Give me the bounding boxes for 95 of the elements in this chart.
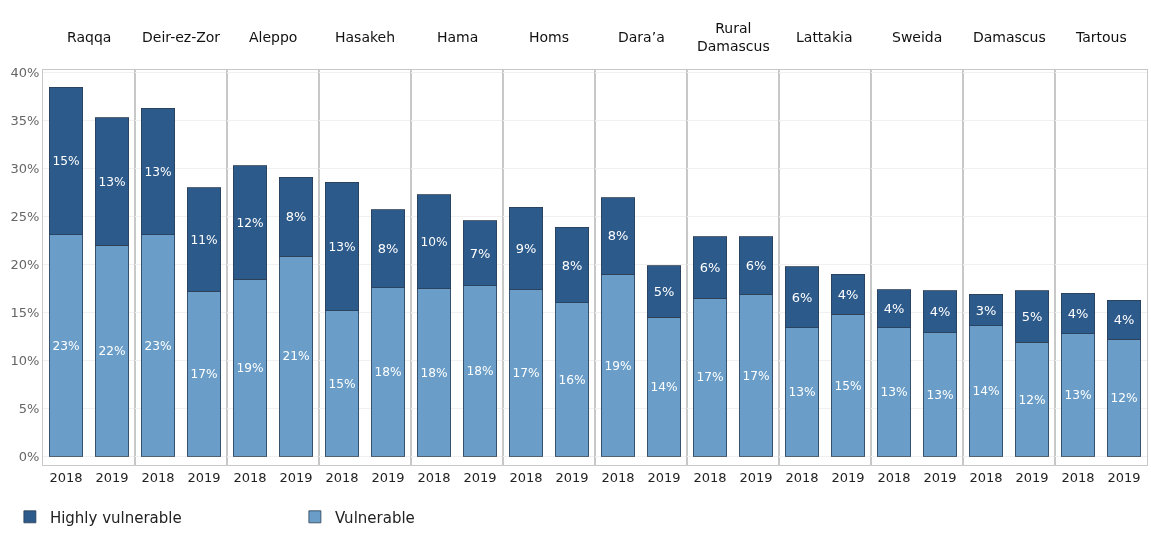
- legend-label: Vulnerable: [334, 508, 415, 527]
- x-tick-label: 2019: [371, 469, 405, 485]
- data-label: 12%: [1018, 392, 1046, 407]
- x-tick-label: 2019: [463, 469, 497, 485]
- x-tick-label: 2019: [555, 469, 589, 485]
- y-tick-label: 25%: [10, 209, 40, 225]
- data-label: 10%: [420, 234, 448, 249]
- y-tick-label: 20%: [10, 257, 40, 273]
- data-label: 4%: [1067, 306, 1089, 322]
- chart-title: Homs: [529, 29, 570, 45]
- y-tick-label: 15%: [10, 305, 40, 321]
- chart-title: Lattakia: [796, 29, 853, 45]
- data-label: 13%: [144, 164, 172, 179]
- data-label: 17%: [512, 366, 540, 381]
- legend-label: Highly vulnerable: [49, 508, 182, 527]
- x-tick-label: 2018: [877, 469, 911, 485]
- data-label: 23%: [144, 338, 172, 353]
- data-label: 5%: [653, 283, 675, 299]
- x-tick-label: 2019: [187, 469, 221, 485]
- chart-title: Sweida: [892, 29, 943, 45]
- data-label: 4%: [929, 304, 951, 320]
- chart-title: Raqqa: [67, 29, 112, 45]
- data-label: 18%: [466, 364, 494, 379]
- data-label: 15%: [52, 154, 80, 169]
- x-tick-label: 2019: [1015, 469, 1049, 485]
- y-tick-label: 40%: [10, 65, 40, 81]
- y-tick-label: 10%: [10, 353, 40, 369]
- x-tick-label: 2019: [1107, 469, 1141, 485]
- data-label: 6%: [791, 289, 813, 305]
- data-label: 19%: [604, 358, 632, 373]
- chart-title: Hama: [437, 29, 479, 45]
- data-label: 22%: [98, 344, 126, 359]
- chart-title: Deir-ez-Zor: [142, 29, 221, 45]
- data-label: 18%: [374, 365, 402, 380]
- chart-title: Dara’a: [618, 29, 665, 45]
- chart-title: Rural Damascus: [697, 20, 770, 55]
- data-label: 13%: [926, 387, 954, 402]
- data-label: 18%: [420, 365, 448, 380]
- data-label: 14%: [650, 380, 678, 395]
- data-label: 8%: [285, 209, 307, 225]
- x-tick-label: 2018: [49, 469, 83, 485]
- data-label: 8%: [607, 228, 629, 244]
- x-tick-label: 2018: [233, 469, 267, 485]
- data-label: 4%: [837, 286, 859, 302]
- data-label: 23%: [52, 338, 80, 353]
- data-label: 7%: [469, 245, 491, 261]
- data-label: 13%: [328, 239, 356, 254]
- data-label: 16%: [558, 372, 586, 387]
- chart-title: Damascus: [973, 29, 1046, 45]
- chart-title: Tartous: [1075, 29, 1127, 45]
- x-tick-label: 2019: [831, 469, 865, 485]
- x-tick-label: 2018: [785, 469, 819, 485]
- data-label: 12%: [236, 215, 264, 230]
- x-tick-label: 2019: [739, 469, 773, 485]
- x-tick-label: 2018: [601, 469, 635, 485]
- data-label: 17%: [696, 370, 724, 385]
- data-label: 6%: [699, 260, 721, 275]
- data-label: 5%: [1021, 308, 1043, 324]
- y-tick-label: 0%: [18, 448, 40, 464]
- x-tick-label: 2018: [969, 469, 1003, 485]
- data-label: 13%: [1064, 388, 1092, 403]
- data-label: 15%: [834, 378, 862, 393]
- x-tick-label: 2019: [95, 469, 129, 485]
- x-tick-label: 2018: [1061, 469, 1095, 485]
- y-tick-label: 30%: [10, 161, 40, 177]
- data-label: 8%: [377, 241, 399, 257]
- data-label: 12%: [1110, 391, 1138, 406]
- data-label: 15%: [328, 376, 356, 391]
- chart-title: Aleppo: [249, 29, 298, 45]
- data-label: 13%: [880, 385, 908, 400]
- y-tick-label: 35%: [10, 113, 40, 129]
- data-label: 6%: [745, 258, 767, 274]
- data-label: 4%: [883, 301, 905, 317]
- data-label: 8%: [561, 257, 583, 273]
- y-tick-label: 5%: [18, 400, 40, 416]
- data-label: 13%: [98, 174, 126, 189]
- x-tick-label: 2019: [279, 469, 313, 485]
- data-label: 17%: [190, 367, 218, 382]
- data-label: 9%: [515, 240, 537, 256]
- x-tick-label: 2018: [141, 469, 175, 485]
- x-tick-label: 2019: [923, 469, 957, 485]
- x-tick-label: 2018: [509, 469, 543, 485]
- data-label: 17%: [742, 368, 770, 383]
- data-label: 21%: [282, 349, 310, 364]
- x-tick-label: 2018: [417, 469, 451, 485]
- data-label: 4%: [1113, 312, 1135, 328]
- data-label: 13%: [788, 385, 816, 400]
- data-label: 11%: [190, 232, 218, 247]
- x-tick-label: 2018: [693, 469, 727, 485]
- data-label: 14%: [972, 384, 1000, 399]
- x-tick-label: 2019: [647, 469, 681, 485]
- x-tick-label: 2018: [325, 469, 359, 485]
- data-label: 19%: [236, 360, 264, 375]
- data-label: 3%: [975, 302, 997, 318]
- chart-title: Hasakeh: [335, 29, 396, 45]
